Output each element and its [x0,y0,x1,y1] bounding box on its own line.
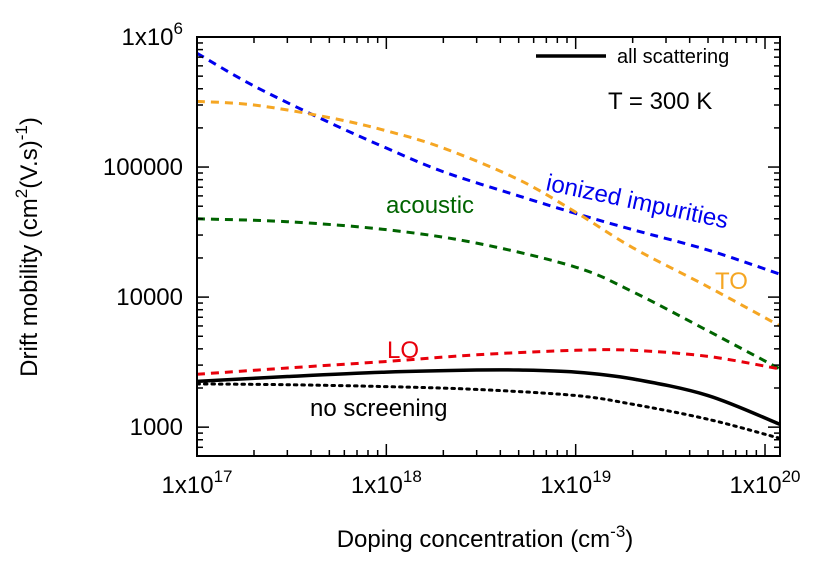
series-to [197,99,780,328]
to-label: TO [715,268,748,295]
series-all [197,367,780,427]
legend: all scattering [536,46,729,68]
plot-frame [196,36,781,457]
x-axis-title: Doping concentration (cm-3) [337,522,634,553]
y-tick-label: 100000 [103,154,183,181]
legend-label: all scattering [617,46,729,68]
no-screening-label: no screening [310,395,447,422]
x-tick-label: 1x1017 [162,467,233,499]
acoustic-label: acoustic [386,192,474,219]
x-tick-label: 1x1020 [730,467,801,499]
ionized-impurities-label: ionized impurities [544,169,731,234]
temperature-annotation: T = 300 K [608,88,712,115]
x-tick-label: 1x1018 [351,467,422,499]
y-tick-label: 1x106 [121,19,183,51]
lo-label: LO [387,337,419,364]
tick-layer: 1000 10000 100000 1x106 1x1017 1x1018 1x1019 1x… [103,19,801,499]
series-lo [197,348,780,376]
series-layer [197,51,780,440]
x-tick-label: 1x1019 [540,467,611,499]
y-axis-title: Drift mobility (cm2(V.s)-1) [12,117,43,377]
y-tick-label: 10000 [116,284,183,311]
series-noscreen [197,382,780,440]
y-tick-label: 1000 [130,414,183,441]
series-ionized [197,51,780,276]
series-acoustic [197,217,780,371]
